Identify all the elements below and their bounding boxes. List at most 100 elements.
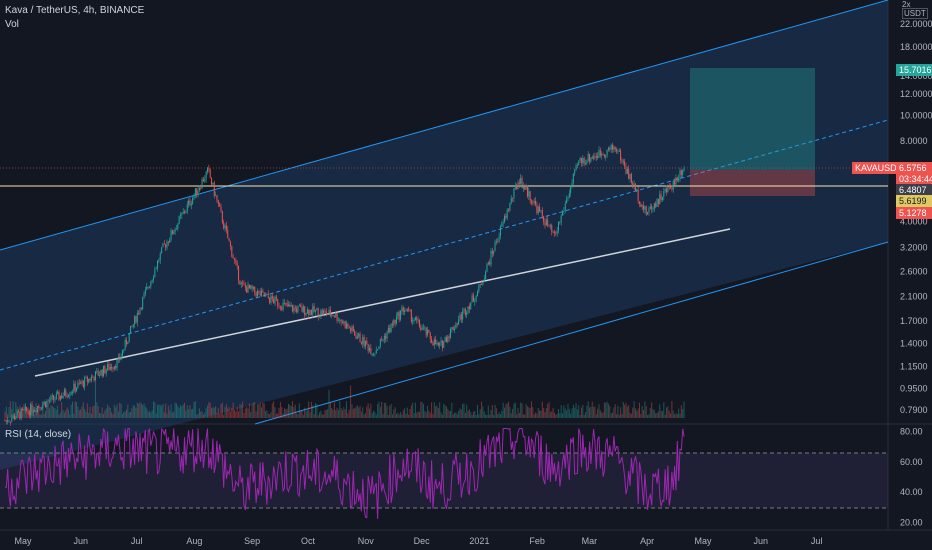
candle-body	[121, 350, 123, 357]
candle-body	[94, 371, 96, 381]
candle-body	[292, 305, 294, 312]
volume-bar	[347, 413, 349, 418]
price-axis[interactable]: 22.0000 18.0000 14.0000 12.0000 10.0000 8.000…	[900, 19, 932, 415]
volume-bar	[132, 405, 134, 418]
currency-label[interactable]: USDT	[902, 8, 928, 19]
candle-body	[23, 409, 25, 411]
candle-body	[572, 173, 574, 184]
volume-bar	[200, 411, 202, 418]
volume-bar	[676, 414, 678, 418]
volume-bar	[217, 408, 219, 418]
log-scale-label[interactable]: 2x	[902, 0, 911, 9]
time-tick-label: Dec	[414, 536, 431, 546]
volume-bar	[234, 409, 235, 418]
volume-bar	[674, 414, 676, 418]
volume-bar	[105, 408, 107, 418]
candle-body	[305, 313, 307, 316]
candle-body	[304, 306, 306, 316]
candle-body	[43, 401, 45, 405]
ascending-channel[interactable]	[0, 0, 889, 470]
volume-bar	[325, 410, 327, 418]
candle-body	[200, 187, 202, 189]
candle-body	[432, 342, 434, 346]
candle-body	[177, 223, 179, 229]
candle-body	[131, 326, 133, 327]
candle-body	[493, 251, 495, 254]
volume-bar	[575, 403, 577, 418]
channel-lower-line[interactable]	[254, 241, 889, 425]
candle-body	[424, 327, 426, 329]
candle-body	[120, 356, 122, 360]
candle-body	[196, 188, 198, 195]
volume-bar	[601, 412, 603, 418]
candle-body	[263, 292, 265, 297]
candle-body	[126, 339, 127, 345]
candle-body	[377, 349, 379, 351]
volume-bar	[363, 414, 365, 418]
volume-bar	[275, 413, 277, 418]
candle-body	[605, 155, 607, 157]
volume-bar	[123, 411, 125, 418]
rsi-axis[interactable]: 80.00 60.00 40.00 20.00	[900, 427, 923, 528]
volume-bar	[93, 405, 95, 418]
candle-body	[670, 186, 672, 189]
candle-body	[36, 406, 38, 412]
candle-body	[251, 285, 253, 289]
candle-body	[77, 382, 79, 389]
rsi-pane[interactable]	[0, 427, 888, 519]
candle-body	[510, 197, 512, 203]
candle-body	[672, 181, 674, 190]
volume-bar	[466, 404, 468, 418]
candle-body	[472, 295, 474, 302]
volume-bar	[618, 414, 620, 418]
position-stop-zone[interactable]	[690, 170, 815, 196]
candle-body	[516, 185, 518, 189]
candle-body	[30, 404, 32, 416]
candle-body	[228, 238, 230, 242]
volume-bar	[337, 410, 339, 418]
candle-body	[288, 304, 289, 307]
volume-bar	[663, 402, 665, 418]
candle-body	[412, 320, 414, 322]
time-tick-label: Jul	[131, 536, 143, 546]
time-axis[interactable]: May Jun Jul Aug Sep Oct Nov Dec 2021 Feb Mar Apr May…	[14, 536, 822, 546]
candle-body	[560, 215, 562, 222]
volume-bar	[522, 414, 524, 418]
volume-bar	[323, 414, 325, 418]
support-trendline[interactable]	[34, 228, 731, 377]
candle-body	[506, 209, 508, 218]
volume-bar	[382, 414, 384, 418]
candle-body	[485, 271, 487, 280]
volume-bar	[467, 410, 469, 418]
candle-body	[630, 174, 632, 183]
volume-bar	[290, 406, 292, 418]
candle-body	[666, 188, 667, 192]
volume-bar	[391, 414, 393, 418]
candle-body	[451, 327, 453, 329]
position-target-zone[interactable]	[690, 68, 815, 170]
volume-bar	[51, 406, 53, 418]
price-tick-label: 3.2000	[900, 243, 928, 253]
candle-body	[88, 378, 90, 382]
candle-body	[549, 225, 551, 227]
volume-bar	[150, 412, 152, 418]
channel-upper-line[interactable]	[0, 0, 889, 251]
volume-bar	[181, 406, 183, 418]
volume-bar	[155, 413, 157, 418]
volume-bar	[57, 405, 59, 418]
volume-bar	[386, 405, 388, 418]
candle-body	[109, 366, 111, 370]
volume-bar	[653, 410, 655, 418]
candle-body	[271, 295, 273, 300]
candle-body	[27, 410, 29, 412]
candle-body	[201, 179, 203, 189]
volume-bar	[413, 413, 415, 418]
volume-bar	[99, 412, 100, 418]
candle-body	[139, 308, 141, 314]
volume-bar	[274, 407, 276, 418]
volume-bar	[144, 406, 146, 418]
volume-bar	[428, 410, 430, 418]
volume-bar	[242, 401, 244, 418]
volume-bar	[481, 401, 483, 418]
